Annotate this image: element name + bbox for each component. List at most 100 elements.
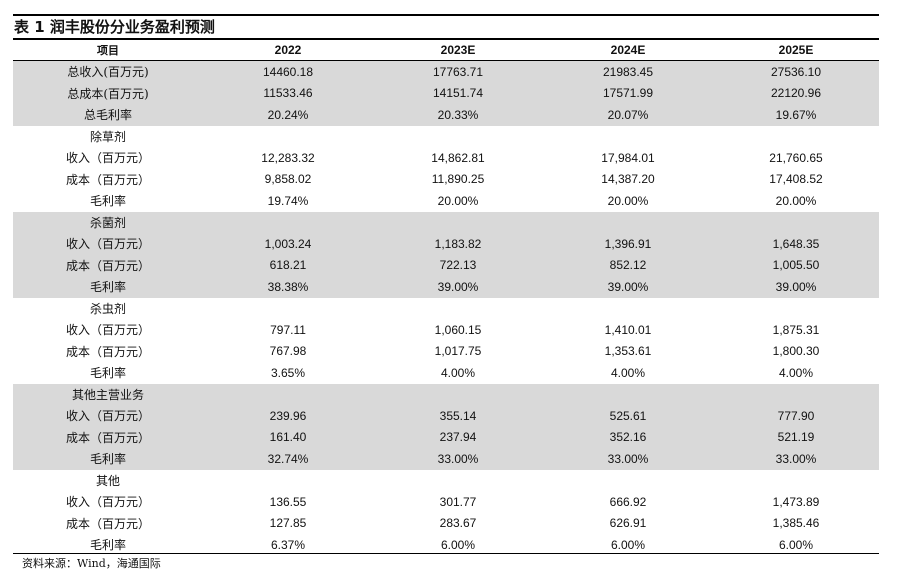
row-value: 283.67: [439, 516, 477, 531]
row-value: 767.98: [269, 344, 307, 359]
row-value: 20.00%: [607, 193, 649, 208]
header-2023e: 2023E: [440, 43, 476, 57]
row-label: 毛利率: [89, 538, 126, 553]
bottom-rule: [13, 553, 879, 554]
row-value: 521.19: [777, 430, 815, 445]
row-value: 722.13: [439, 258, 477, 273]
row-value: 39.00%: [775, 279, 817, 294]
row-value: 666.92: [609, 494, 647, 509]
forecast-table: 项目 2022 2023E 2024E 2025E 总收入(百万元) 14460.…: [13, 40, 879, 556]
row-value: 1,875.31: [772, 322, 820, 337]
table-row: 收入（百万元） 1,003.24 1,183.82 1,396.91 1,648.35: [13, 233, 879, 255]
header-2025e: 2025E: [778, 43, 814, 57]
row-value: 17763.71: [432, 64, 484, 79]
row-label: 收入（百万元）: [65, 151, 150, 166]
table-title: 表 1 润丰股份分业务盈利预测: [14, 18, 215, 36]
row-value: 239.96: [269, 408, 307, 423]
row-value: 1,353.61: [604, 344, 652, 359]
row-label: 毛利率: [89, 280, 126, 295]
row-value: 17571.99: [602, 86, 654, 101]
row-label: 杀虫剂: [89, 301, 126, 316]
row-value: 9,858.02: [264, 172, 312, 187]
table-row: 其他: [13, 470, 879, 492]
row-value: 1,396.91: [604, 236, 652, 251]
row-value: 33.00%: [607, 451, 649, 466]
row-value: 22120.96: [770, 86, 822, 101]
row-value: 352.16: [609, 430, 647, 445]
table-row: 成本（百万元） 161.40 237.94 352.16 521.19: [13, 426, 879, 448]
row-value: 17,408.52: [769, 172, 823, 187]
row-value: 11533.46: [263, 86, 313, 101]
row-value: 1,410.01: [604, 322, 652, 337]
row-value: 4.00%: [778, 365, 814, 380]
row-value: 777.90: [777, 408, 815, 423]
row-label: 成本（百万元）: [65, 430, 150, 445]
row-label: 除草剂: [89, 129, 126, 144]
row-value: 19.67%: [775, 107, 817, 122]
row-label: 毛利率: [89, 452, 126, 467]
row-label: 收入（百万元）: [65, 237, 150, 252]
row-value: 1,017.75: [434, 344, 482, 359]
row-label: 收入（百万元）: [65, 495, 150, 510]
row-value: 1,003.24: [264, 236, 312, 251]
row-label: 杀菌剂: [89, 215, 126, 230]
row-label: 成本（百万元）: [65, 258, 150, 273]
header-2024e: 2024E: [610, 43, 646, 57]
row-value: 38.38%: [267, 279, 309, 294]
row-value: 27536.10: [770, 64, 822, 79]
title-rule: [13, 38, 879, 40]
row-label: 总成本(百万元): [67, 86, 149, 101]
header-item: 项目: [97, 44, 119, 57]
table-row: 成本（百万元） 9,858.02 11,890.25 14,387.20 17,408.…: [13, 169, 879, 191]
table-row: 毛利率 19.74% 20.00% 20.00% 20.00%: [13, 190, 879, 212]
row-value: 355.14: [439, 408, 477, 423]
row-value: 14,862.81: [431, 150, 485, 165]
row-value: 19.74%: [267, 193, 309, 208]
row-value: 12,283.32: [261, 150, 315, 165]
row-value: 626.91: [609, 516, 647, 531]
row-label: 成本（百万元）: [65, 516, 150, 531]
table-row: 成本（百万元） 767.98 1,017.75 1,353.61 1,800.30: [13, 341, 879, 363]
header-2022: 2022: [274, 43, 302, 57]
source-note: 资料来源：Wind，海通国际: [22, 557, 161, 570]
row-value: 21,760.65: [769, 150, 823, 165]
row-value: 14151.74: [432, 86, 484, 101]
row-value: 1,648.35: [772, 236, 820, 251]
table-row: 成本（百万元） 127.85 283.67 626.91 1,385.46: [13, 513, 879, 535]
row-value: 618.21: [269, 258, 307, 273]
table-row: 毛利率 38.38% 39.00% 39.00% 39.00%: [13, 276, 879, 298]
table-body: 总收入(百万元) 14460.18 17763.71 21983.45 27536.10…: [13, 61, 879, 556]
row-value: 6.37%: [270, 537, 306, 552]
row-value: 525.61: [609, 408, 647, 423]
table-row: 收入（百万元） 797.11 1,060.15 1,410.01 1,875.31: [13, 319, 879, 341]
row-value: 39.00%: [437, 279, 479, 294]
table-row: 成本（百万元） 618.21 722.13 852.12 1,005.50: [13, 254, 879, 276]
row-value: 17,984.01: [601, 150, 655, 165]
row-value: 33.00%: [437, 451, 479, 466]
row-value: 20.07%: [607, 107, 649, 122]
row-value: 20.00%: [775, 193, 817, 208]
table-row: 总毛利率 20.24% 20.33% 20.07% 19.67%: [13, 104, 879, 126]
row-value: 1,800.30: [772, 344, 820, 359]
row-value: 20.00%: [437, 193, 479, 208]
row-value: 1,060.15: [434, 322, 482, 337]
table-row: 毛利率 32.74% 33.00% 33.00% 33.00%: [13, 448, 879, 470]
row-value: 237.94: [439, 430, 477, 445]
row-value: 39.00%: [607, 279, 649, 294]
row-value: 301.77: [439, 494, 477, 509]
row-value: 6.00%: [778, 537, 814, 552]
table-row: 收入（百万元） 239.96 355.14 525.61 777.90: [13, 405, 879, 427]
row-value: 136.55: [269, 494, 307, 509]
row-value: 14,387.20: [601, 172, 655, 187]
row-value: 11,890.25: [431, 172, 485, 187]
top-rule: [13, 14, 879, 16]
row-label: 收入（百万元）: [65, 323, 150, 338]
row-value: 33.00%: [775, 451, 817, 466]
table-row: 收入（百万元） 12,283.32 14,862.81 17,984.01 21,760…: [13, 147, 879, 169]
table-row: 其他主营业务: [13, 383, 879, 405]
row-value: 1,385.46: [772, 516, 820, 531]
table-row: 杀虫剂: [13, 298, 879, 320]
row-value: 6.00%: [440, 537, 476, 552]
row-label: 成本（百万元）: [65, 172, 150, 187]
row-label: 总毛利率: [83, 108, 132, 123]
